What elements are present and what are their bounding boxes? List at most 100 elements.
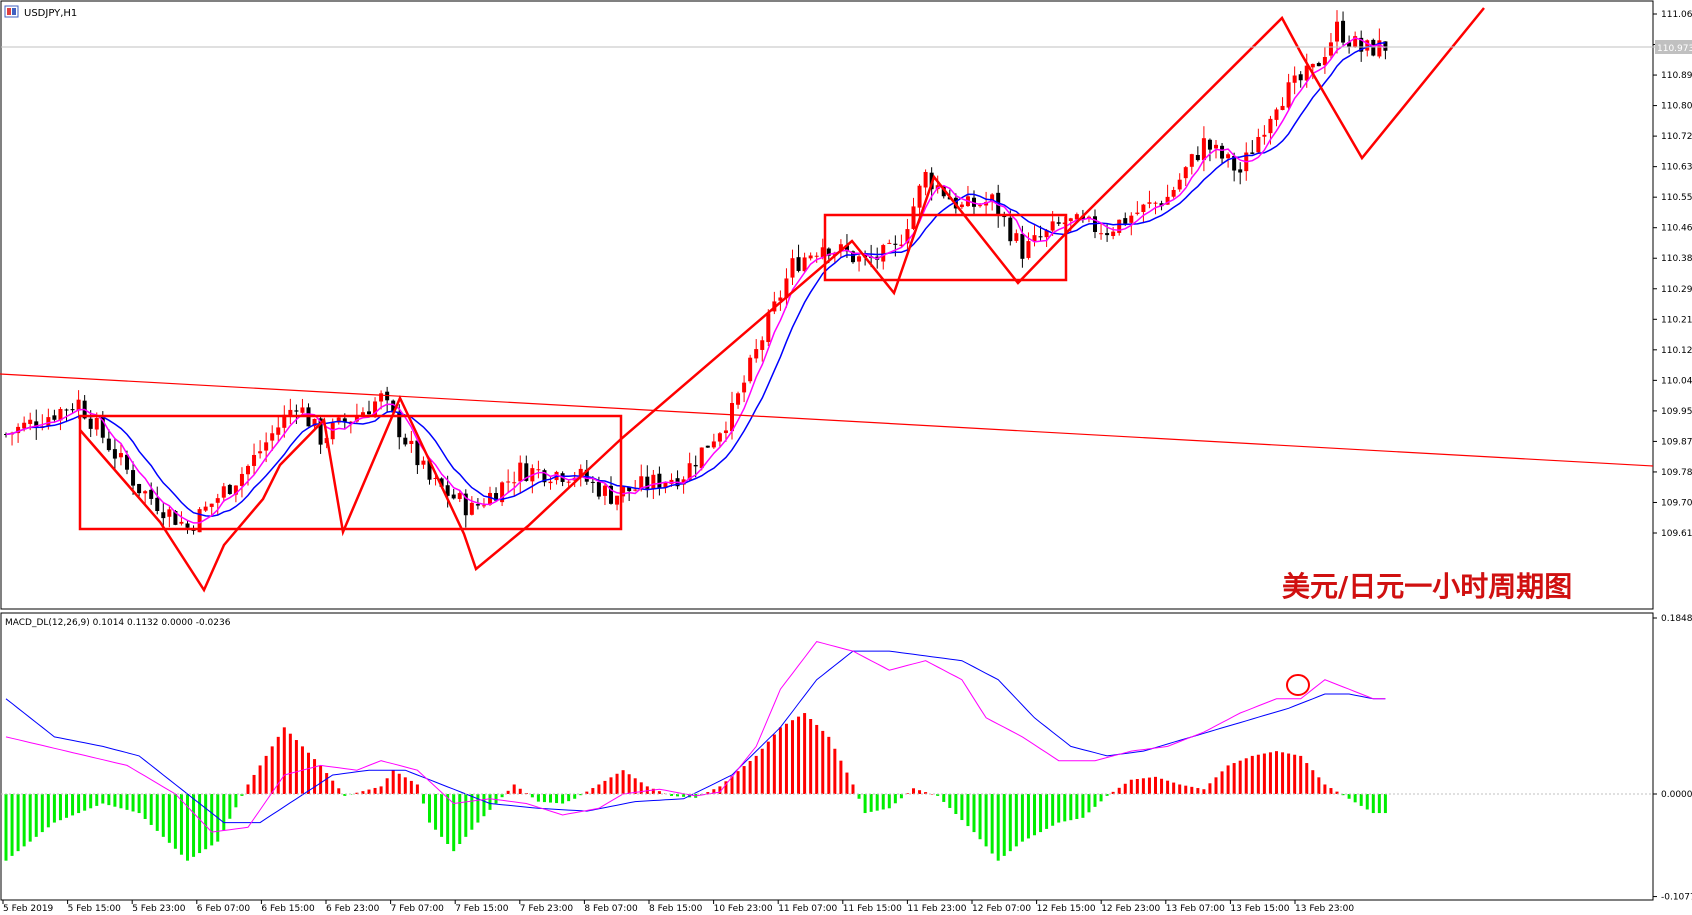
macd-histogram-bar-positive	[918, 790, 922, 794]
candle-body-bull	[58, 408, 63, 421]
macd-histogram-bar-negative	[1365, 794, 1369, 810]
candle-body-bull	[1365, 40, 1370, 51]
candle-body-bull	[1335, 21, 1339, 42]
candle-body-bull	[118, 453, 123, 458]
candle-body-bull	[1226, 154, 1231, 159]
macd-histogram-bar-negative	[1033, 794, 1036, 836]
macd-histogram-bar-positive	[1299, 755, 1303, 794]
candle-body-bear	[1383, 41, 1388, 51]
candle-body-bull	[748, 357, 753, 382]
candle-body-bull	[1377, 40, 1382, 57]
price-tick-label: 110.720	[1661, 132, 1692, 142]
macd-histogram-bar-positive	[1208, 783, 1212, 794]
time-tick-label: 6 Feb 07:00	[197, 904, 251, 911]
macd-histogram-bar-positive	[288, 733, 292, 794]
macd-main-line	[5, 641, 1386, 833]
macd-histogram-bar-negative	[670, 794, 673, 796]
macd-histogram-bar-positive	[1202, 789, 1206, 794]
price-tick-label: 110.550	[1661, 193, 1692, 203]
time-tick-label: 11 Feb 15:00	[843, 904, 902, 911]
time-tick-label: 11 Feb 23:00	[907, 904, 966, 911]
macd-histogram-bar-negative	[65, 794, 68, 818]
macd-histogram-bar-positive	[827, 736, 831, 794]
macd-histogram-bar-negative	[682, 794, 686, 797]
macd-histogram-bar-positive	[1117, 787, 1121, 794]
macd-histogram-bar-positive	[778, 727, 782, 794]
candle-body-bear	[155, 497, 160, 511]
candle-body-bull	[651, 474, 656, 490]
candle-body-bull	[621, 486, 626, 497]
macd-histogram-bar-negative	[1026, 794, 1030, 839]
macd-histogram-bar-positive	[506, 790, 510, 794]
macd-histogram-bar-negative	[464, 794, 468, 837]
candle-body-bull	[754, 349, 759, 359]
price-tick-label: 110.040	[1661, 376, 1692, 386]
macd-histogram-bar-negative	[948, 794, 952, 808]
price-tick-label: 110.295	[1661, 285, 1692, 295]
macd-histogram-bar-negative	[40, 794, 44, 833]
macd-histogram-bar-negative	[1045, 794, 1049, 829]
candle-body-bear	[1159, 203, 1164, 207]
candle-body-bull	[1050, 221, 1055, 231]
macd-histogram-bar-positive	[355, 792, 359, 794]
candle-body-bull	[978, 205, 983, 207]
macd-histogram-bar-negative	[1051, 794, 1055, 826]
candle-body-bull	[512, 482, 517, 484]
candle-body-bull	[1183, 167, 1188, 179]
candle-body-bull	[179, 521, 184, 524]
time-tick-label: 13 Feb 07:00	[1166, 904, 1225, 911]
candle-body-bull	[1353, 36, 1358, 47]
macd-histogram-bar-positive	[1335, 791, 1339, 794]
candle-body-bear	[1232, 155, 1237, 171]
candle-body-bull	[1304, 65, 1309, 81]
chart-window-icon-bar-1	[7, 8, 11, 15]
time-tick-label: 13 Feb 23:00	[1295, 904, 1354, 911]
candle-body-bull	[421, 460, 426, 465]
macd-histogram-bar-negative	[119, 794, 123, 809]
macd-histogram-bar-negative	[161, 794, 165, 837]
macd-histogram-bar-negative	[1093, 794, 1097, 807]
macd-histogram-bar-negative	[536, 794, 540, 802]
candle-body-bull	[639, 476, 644, 489]
annotations-layer	[0, 7, 1655, 696]
macd-histogram-bar-positive	[748, 760, 752, 794]
macd-histogram-bar-positive	[718, 786, 722, 794]
time-tick-label: 12 Feb 15:00	[1037, 904, 1096, 911]
macd-histogram-bar-negative	[1014, 794, 1018, 847]
macd-histogram-bar-negative	[210, 794, 214, 846]
candle-body-bull	[1099, 233, 1104, 235]
macd-histogram-bar-positive	[621, 770, 625, 794]
macd-histogram-bar-negative	[579, 794, 583, 796]
candle-body-bull	[1280, 105, 1285, 111]
candle-body-bear	[451, 494, 456, 499]
macd-histogram-bar-positive	[246, 784, 250, 794]
macd-histogram-bar-negative	[58, 794, 62, 821]
macd-histogram-bar-negative	[500, 794, 504, 798]
macd-histogram-bar-positive	[1329, 788, 1333, 794]
macd-histogram-bar-positive	[815, 724, 819, 794]
price-tick-label: 109.785	[1661, 468, 1692, 478]
candle-body-bull	[252, 454, 257, 466]
macd-histogram-bar-positive	[585, 791, 589, 794]
macd-histogram-bar-positive	[331, 780, 335, 794]
candle-body-bull	[22, 422, 27, 429]
macd-histogram-bar-positive	[1214, 777, 1218, 794]
macd-histogram-bar-negative	[113, 794, 117, 807]
candle-body-bull	[778, 297, 783, 301]
candle-body-bull	[1117, 219, 1122, 233]
price-axis: 111.060110.975110.890110.805110.720110.6…	[1653, 10, 1692, 539]
macd-histogram-bar-positive	[809, 719, 813, 794]
macd-histogram-bar-positive	[258, 765, 262, 794]
macd-histogram-bar-negative	[89, 794, 93, 809]
candle-body-bull	[246, 465, 250, 475]
macd-histogram-bar-negative	[222, 794, 226, 831]
macd-histogram-bar-negative	[107, 794, 111, 806]
macd-histogram-bar-positive	[403, 777, 407, 794]
price-tick-label: 111.060	[1661, 10, 1692, 20]
time-tick-label: 12 Feb 23:00	[1101, 904, 1160, 911]
macd-histogram-bar-negative	[549, 794, 552, 803]
macd-histogram-bar-positive	[833, 748, 837, 794]
macd-histogram-bar-negative	[1377, 794, 1381, 814]
price-tick-label: 109.615	[1661, 529, 1692, 539]
candle-body-bull	[1328, 42, 1333, 56]
